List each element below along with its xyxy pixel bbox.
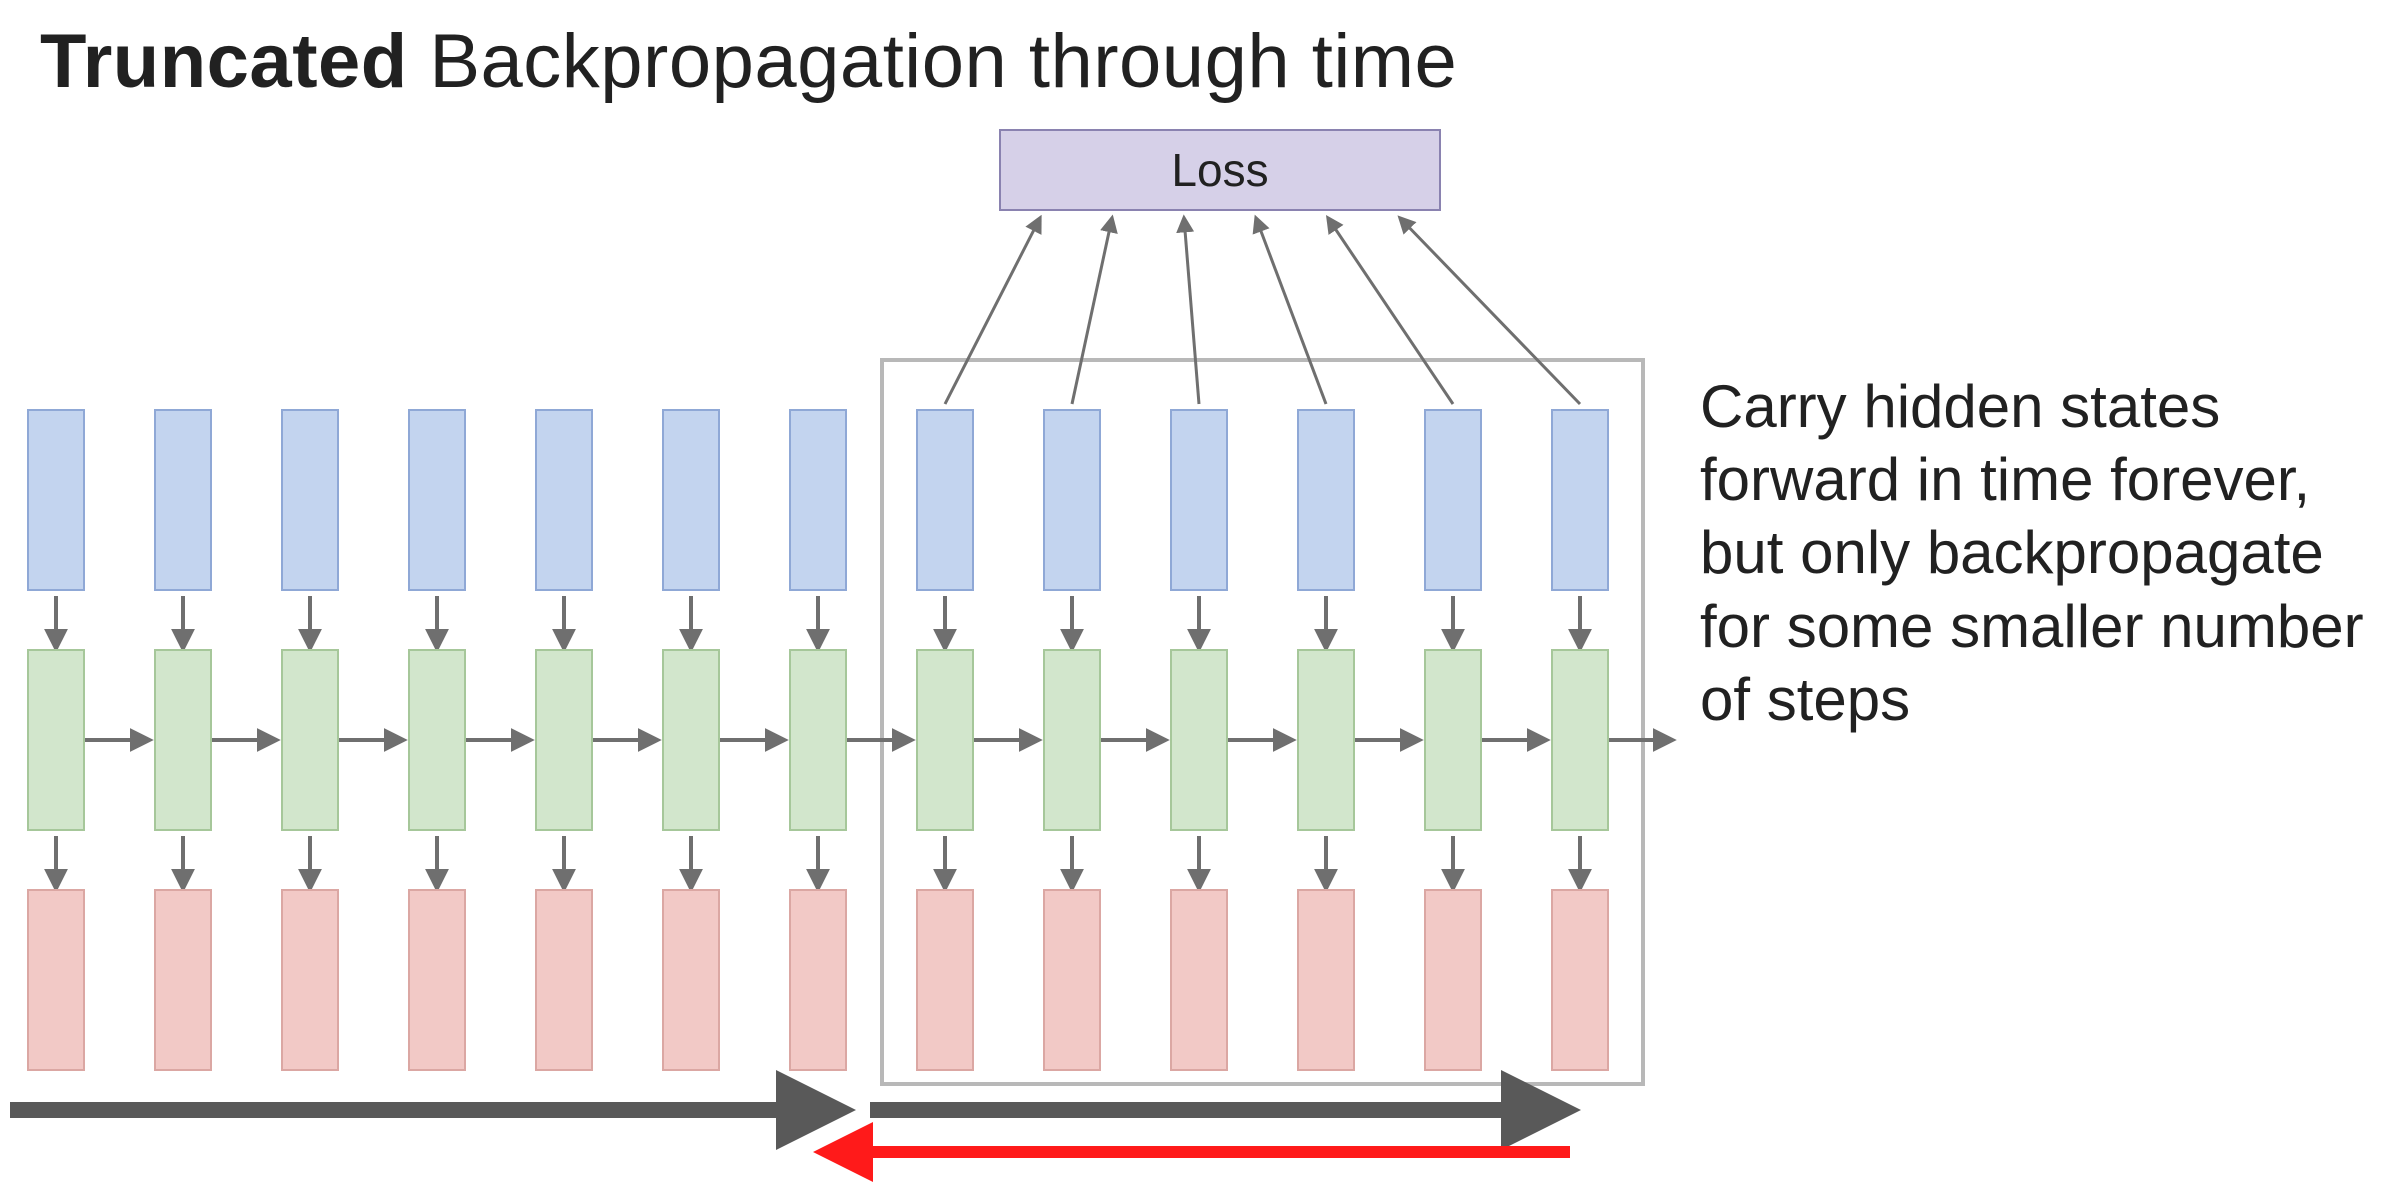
output-cell [1552, 410, 1608, 590]
loss-label: Loss [1171, 144, 1268, 196]
input-cell [409, 890, 465, 1070]
hidden-cell [1044, 650, 1100, 830]
input-cell [536, 890, 592, 1070]
output-to-loss-arrow [1184, 218, 1199, 404]
input-cell [1044, 890, 1100, 1070]
input-cell [282, 890, 338, 1070]
output-to-loss-arrow [1328, 218, 1453, 404]
hidden-cell [282, 650, 338, 830]
input-cell [790, 890, 846, 1070]
hidden-cell [409, 650, 465, 830]
input-cell [28, 890, 84, 1070]
input-cell [1425, 890, 1481, 1070]
output-to-loss-arrow [1400, 218, 1580, 404]
tbptt-diagram: Loss [0, 0, 2402, 1188]
output-cell [536, 410, 592, 590]
output-to-loss-arrow [945, 218, 1040, 404]
hidden-cell [28, 650, 84, 830]
output-to-loss-arrow [1256, 218, 1326, 404]
input-cell [1552, 890, 1608, 1070]
output-cell [917, 410, 973, 590]
output-to-loss-arrow [1072, 218, 1112, 404]
input-cell [663, 890, 719, 1070]
hidden-cell [1298, 650, 1354, 830]
output-cell [409, 410, 465, 590]
highlight-box [882, 360, 1643, 1084]
input-cell [155, 890, 211, 1070]
hidden-cell [536, 650, 592, 830]
input-cell [917, 890, 973, 1070]
output-cell [663, 410, 719, 590]
hidden-cell [1425, 650, 1481, 830]
output-cell [1044, 410, 1100, 590]
output-cell [1298, 410, 1354, 590]
hidden-cell [663, 650, 719, 830]
hidden-cell [917, 650, 973, 830]
hidden-cell [1552, 650, 1608, 830]
output-cell [155, 410, 211, 590]
output-cell [790, 410, 846, 590]
output-cell [28, 410, 84, 590]
hidden-cell [790, 650, 846, 830]
output-cell [282, 410, 338, 590]
input-cell [1298, 890, 1354, 1070]
input-cell [1171, 890, 1227, 1070]
hidden-cell [155, 650, 211, 830]
output-cell [1425, 410, 1481, 590]
output-cell [1171, 410, 1227, 590]
hidden-cell [1171, 650, 1227, 830]
